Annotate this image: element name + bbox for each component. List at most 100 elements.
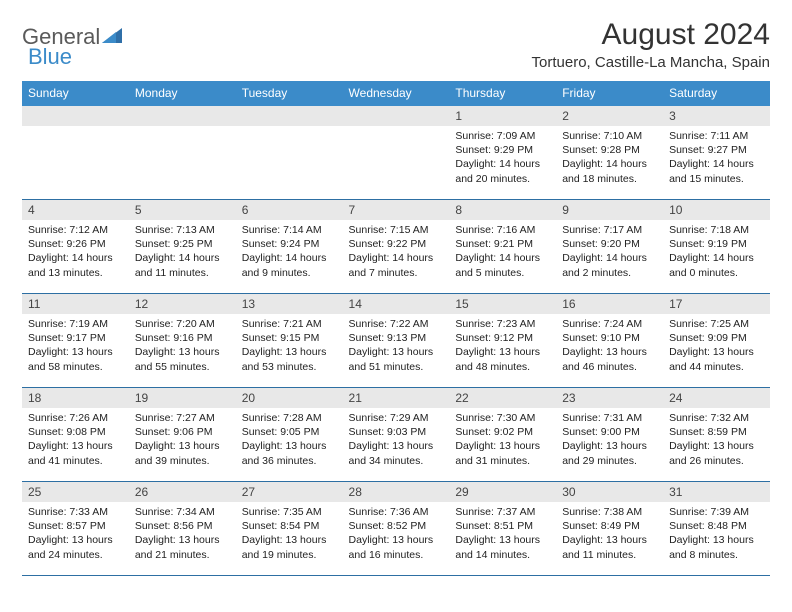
sunset: Sunset: 9:20 PM — [562, 237, 657, 251]
day-number: 13 — [236, 294, 343, 314]
sunset: Sunset: 9:28 PM — [562, 143, 657, 157]
day-number: 24 — [663, 388, 770, 408]
sunrise: Sunrise: 7:38 AM — [562, 505, 657, 519]
day-body: Sunrise: 7:22 AMSunset: 9:13 PMDaylight:… — [343, 314, 450, 378]
sunrise: Sunrise: 7:13 AM — [135, 223, 230, 237]
triangle-icon — [102, 26, 122, 49]
daylight-line2: and 55 minutes. — [135, 360, 230, 374]
day-cell: 3Sunrise: 7:11 AMSunset: 9:27 PMDaylight… — [663, 106, 770, 200]
day-body: Sunrise: 7:34 AMSunset: 8:56 PMDaylight:… — [129, 502, 236, 566]
weekday-header: Wednesday — [343, 81, 450, 106]
daylight-line2: and 26 minutes. — [669, 454, 764, 468]
day-number: 10 — [663, 200, 770, 220]
day-number: 17 — [663, 294, 770, 314]
day-cell — [236, 106, 343, 200]
day-number: 31 — [663, 482, 770, 502]
sunrise: Sunrise: 7:12 AM — [28, 223, 123, 237]
sunset: Sunset: 8:48 PM — [669, 519, 764, 533]
sunrise: Sunrise: 7:17 AM — [562, 223, 657, 237]
sunrise: Sunrise: 7:15 AM — [349, 223, 444, 237]
sunset: Sunset: 9:26 PM — [28, 237, 123, 251]
day-cell: 31Sunrise: 7:39 AMSunset: 8:48 PMDayligh… — [663, 482, 770, 576]
daylight-line2: and 41 minutes. — [28, 454, 123, 468]
daylight-line1: Daylight: 14 hours — [455, 157, 550, 171]
day-body: Sunrise: 7:32 AMSunset: 8:59 PMDaylight:… — [663, 408, 770, 472]
daylight-line2: and 0 minutes. — [669, 266, 764, 280]
daylight-line1: Daylight: 13 hours — [669, 439, 764, 453]
sunrise: Sunrise: 7:22 AM — [349, 317, 444, 331]
daylight-line2: and 16 minutes. — [349, 548, 444, 562]
sunrise: Sunrise: 7:10 AM — [562, 129, 657, 143]
day-body: Sunrise: 7:39 AMSunset: 8:48 PMDaylight:… — [663, 502, 770, 566]
daylight-line1: Daylight: 13 hours — [455, 533, 550, 547]
day-body: Sunrise: 7:10 AMSunset: 9:28 PMDaylight:… — [556, 126, 663, 190]
day-number: 28 — [343, 482, 450, 502]
daylight-line2: and 48 minutes. — [455, 360, 550, 374]
day-body: Sunrise: 7:18 AMSunset: 9:19 PMDaylight:… — [663, 220, 770, 284]
day-cell: 1Sunrise: 7:09 AMSunset: 9:29 PMDaylight… — [449, 106, 556, 200]
sunset: Sunset: 9:24 PM — [242, 237, 337, 251]
day-number: 20 — [236, 388, 343, 408]
month-title: August 2024 — [532, 18, 770, 52]
day-body: Sunrise: 7:21 AMSunset: 9:15 PMDaylight:… — [236, 314, 343, 378]
day-cell: 19Sunrise: 7:27 AMSunset: 9:06 PMDayligh… — [129, 388, 236, 482]
daylight-line1: Daylight: 13 hours — [669, 533, 764, 547]
calendar-row: 11Sunrise: 7:19 AMSunset: 9:17 PMDayligh… — [22, 294, 770, 388]
day-cell — [129, 106, 236, 200]
day-cell: 16Sunrise: 7:24 AMSunset: 9:10 PMDayligh… — [556, 294, 663, 388]
sunset: Sunset: 9:27 PM — [669, 143, 764, 157]
weekday-header-row: Sunday Monday Tuesday Wednesday Thursday… — [22, 81, 770, 106]
day-cell: 14Sunrise: 7:22 AMSunset: 9:13 PMDayligh… — [343, 294, 450, 388]
sunrise: Sunrise: 7:24 AM — [562, 317, 657, 331]
day-cell: 20Sunrise: 7:28 AMSunset: 9:05 PMDayligh… — [236, 388, 343, 482]
calendar-row: 4Sunrise: 7:12 AMSunset: 9:26 PMDaylight… — [22, 200, 770, 294]
day-number: 21 — [343, 388, 450, 408]
day-body: Sunrise: 7:25 AMSunset: 9:09 PMDaylight:… — [663, 314, 770, 378]
daylight-line1: Daylight: 13 hours — [242, 439, 337, 453]
daylight-line1: Daylight: 13 hours — [135, 533, 230, 547]
weekday-header: Saturday — [663, 81, 770, 106]
daylight-line1: Daylight: 13 hours — [562, 345, 657, 359]
day-number: 22 — [449, 388, 556, 408]
sunrise: Sunrise: 7:37 AM — [455, 505, 550, 519]
day-cell: 21Sunrise: 7:29 AMSunset: 9:03 PMDayligh… — [343, 388, 450, 482]
day-body: Sunrise: 7:27 AMSunset: 9:06 PMDaylight:… — [129, 408, 236, 472]
location: Tortuero, Castille-La Mancha, Spain — [532, 54, 770, 71]
day-cell: 2Sunrise: 7:10 AMSunset: 9:28 PMDaylight… — [556, 106, 663, 200]
day-cell: 13Sunrise: 7:21 AMSunset: 9:15 PMDayligh… — [236, 294, 343, 388]
sunset: Sunset: 8:54 PM — [242, 519, 337, 533]
sunrise: Sunrise: 7:18 AM — [669, 223, 764, 237]
day-body: Sunrise: 7:16 AMSunset: 9:21 PMDaylight:… — [449, 220, 556, 284]
weekday-header: Thursday — [449, 81, 556, 106]
day-body: Sunrise: 7:11 AMSunset: 9:27 PMDaylight:… — [663, 126, 770, 190]
sunrise: Sunrise: 7:09 AM — [455, 129, 550, 143]
day-cell: 12Sunrise: 7:20 AMSunset: 9:16 PMDayligh… — [129, 294, 236, 388]
day-cell: 9Sunrise: 7:17 AMSunset: 9:20 PMDaylight… — [556, 200, 663, 294]
daylight-line1: Daylight: 13 hours — [28, 439, 123, 453]
day-body: Sunrise: 7:26 AMSunset: 9:08 PMDaylight:… — [22, 408, 129, 472]
day-body: Sunrise: 7:28 AMSunset: 9:05 PMDaylight:… — [236, 408, 343, 472]
daylight-line2: and 11 minutes. — [135, 266, 230, 280]
day-body: Sunrise: 7:35 AMSunset: 8:54 PMDaylight:… — [236, 502, 343, 566]
daylight-line1: Daylight: 14 hours — [562, 157, 657, 171]
sunset: Sunset: 9:12 PM — [455, 331, 550, 345]
day-body: Sunrise: 7:12 AMSunset: 9:26 PMDaylight:… — [22, 220, 129, 284]
day-body: Sunrise: 7:33 AMSunset: 8:57 PMDaylight:… — [22, 502, 129, 566]
sunset: Sunset: 9:00 PM — [562, 425, 657, 439]
day-number: 3 — [663, 106, 770, 126]
day-number: 23 — [556, 388, 663, 408]
sunrise: Sunrise: 7:11 AM — [669, 129, 764, 143]
day-number: 19 — [129, 388, 236, 408]
day-body: Sunrise: 7:23 AMSunset: 9:12 PMDaylight:… — [449, 314, 556, 378]
daylight-line1: Daylight: 13 hours — [562, 533, 657, 547]
daylight-line2: and 58 minutes. — [28, 360, 123, 374]
day-number: 5 — [129, 200, 236, 220]
day-number: 2 — [556, 106, 663, 126]
sunset: Sunset: 9:15 PM — [242, 331, 337, 345]
daylight-line1: Daylight: 13 hours — [242, 533, 337, 547]
day-body: Sunrise: 7:30 AMSunset: 9:02 PMDaylight:… — [449, 408, 556, 472]
daylight-line2: and 46 minutes. — [562, 360, 657, 374]
daylight-line1: Daylight: 13 hours — [349, 533, 444, 547]
day-cell: 5Sunrise: 7:13 AMSunset: 9:25 PMDaylight… — [129, 200, 236, 294]
day-number: 11 — [22, 294, 129, 314]
